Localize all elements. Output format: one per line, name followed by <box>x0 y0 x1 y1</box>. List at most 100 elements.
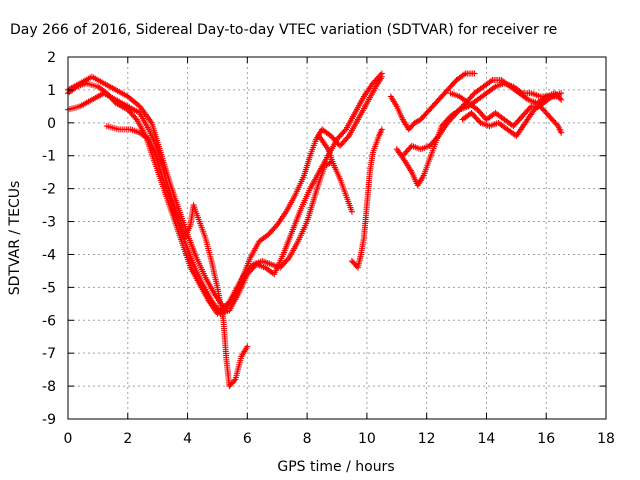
data-point <box>266 230 273 237</box>
data-point <box>543 110 550 117</box>
data-point <box>448 115 455 122</box>
data-point <box>477 109 484 116</box>
data-point <box>401 151 408 158</box>
data-point <box>430 138 437 145</box>
series-8 <box>393 80 562 189</box>
data-point <box>250 264 257 271</box>
data-point <box>515 117 522 124</box>
y-tick-label: -3 <box>42 215 56 231</box>
data-point <box>548 116 555 123</box>
data-point <box>468 109 475 116</box>
data-point <box>452 111 459 118</box>
data-point <box>271 224 278 231</box>
data-point <box>431 137 438 144</box>
data-point <box>245 269 252 276</box>
data-point <box>328 132 335 139</box>
series-4 <box>103 123 251 390</box>
x-tick-label: 6 <box>243 431 252 447</box>
x-tick-label: 18 <box>597 431 615 447</box>
series-11 <box>459 90 565 139</box>
y-axis-label: SDTVAR / TECUs <box>7 181 23 296</box>
data-point <box>340 138 347 145</box>
series-3 <box>65 70 385 317</box>
data-point <box>434 134 441 141</box>
data-point <box>399 152 406 159</box>
data-point <box>372 77 379 84</box>
data-point <box>269 227 276 234</box>
data-point <box>426 142 433 149</box>
data-point <box>284 256 291 263</box>
data-point <box>404 147 411 154</box>
series-6 <box>348 126 385 271</box>
data-point <box>510 123 517 130</box>
data-point <box>456 107 463 114</box>
series-7 <box>387 70 478 133</box>
data-point <box>512 120 519 127</box>
series-9 <box>399 77 565 159</box>
data-point <box>339 140 346 147</box>
data-point <box>265 231 272 238</box>
data-point <box>371 78 378 85</box>
data-point <box>524 107 531 114</box>
y-tick-label: -1 <box>42 149 56 165</box>
data-point <box>429 140 436 147</box>
data-point <box>335 134 342 141</box>
data-point <box>466 95 473 102</box>
data-point <box>244 343 251 350</box>
data-point <box>270 226 277 233</box>
data-point <box>281 260 288 267</box>
data-point <box>473 115 480 122</box>
y-tick-label: 2 <box>47 50 56 66</box>
x-axis-label: GPS time / hours <box>277 459 394 475</box>
data-point <box>550 117 557 124</box>
data-point <box>539 106 546 113</box>
data-point <box>520 111 527 118</box>
data-point <box>547 114 554 121</box>
data-point <box>336 133 343 140</box>
data-point <box>376 73 383 80</box>
data-point <box>468 93 475 100</box>
data-point <box>377 71 384 78</box>
data-point <box>475 108 482 115</box>
data-point <box>127 109 134 116</box>
data-point <box>553 121 560 128</box>
data-point <box>469 111 476 118</box>
data-point <box>444 119 451 126</box>
data-point <box>514 118 521 125</box>
data-point <box>403 148 410 155</box>
data-point <box>267 228 274 235</box>
data-point <box>472 114 479 121</box>
data-point <box>449 114 456 121</box>
data-point <box>471 70 478 77</box>
y-tick-label: -9 <box>42 412 56 428</box>
data-point <box>129 112 136 119</box>
data-point <box>467 94 474 101</box>
y-tick-label: -7 <box>42 346 56 362</box>
data-point <box>518 114 525 121</box>
series-5 <box>316 132 355 215</box>
data-point <box>131 113 138 120</box>
data-point <box>282 258 289 265</box>
x-tick-label: 16 <box>537 431 555 447</box>
x-tick-label: 12 <box>418 431 436 447</box>
data-point <box>344 134 351 141</box>
data-point <box>525 106 532 113</box>
data-point <box>447 116 454 123</box>
y-tick-label: -4 <box>42 247 56 263</box>
data-point <box>541 107 548 114</box>
data-point <box>132 115 139 122</box>
x-tick-label: 2 <box>123 431 132 447</box>
data-point <box>339 130 346 137</box>
data-point <box>453 109 460 116</box>
data-point <box>336 142 343 149</box>
data-point <box>128 110 135 117</box>
data-point <box>272 223 279 230</box>
data-point <box>249 265 256 272</box>
data-point <box>369 80 376 87</box>
y-tick-labels: -9 -8 -7 -6 -5 -4 -3 -2 -1 0 1 2 <box>42 50 56 428</box>
x-tick-label: 0 <box>64 431 73 447</box>
x-tick-label: 14 <box>478 431 496 447</box>
x-tick-labels: 0 2 4 6 8 10 12 14 16 18 <box>64 431 615 447</box>
data-point <box>542 109 549 116</box>
